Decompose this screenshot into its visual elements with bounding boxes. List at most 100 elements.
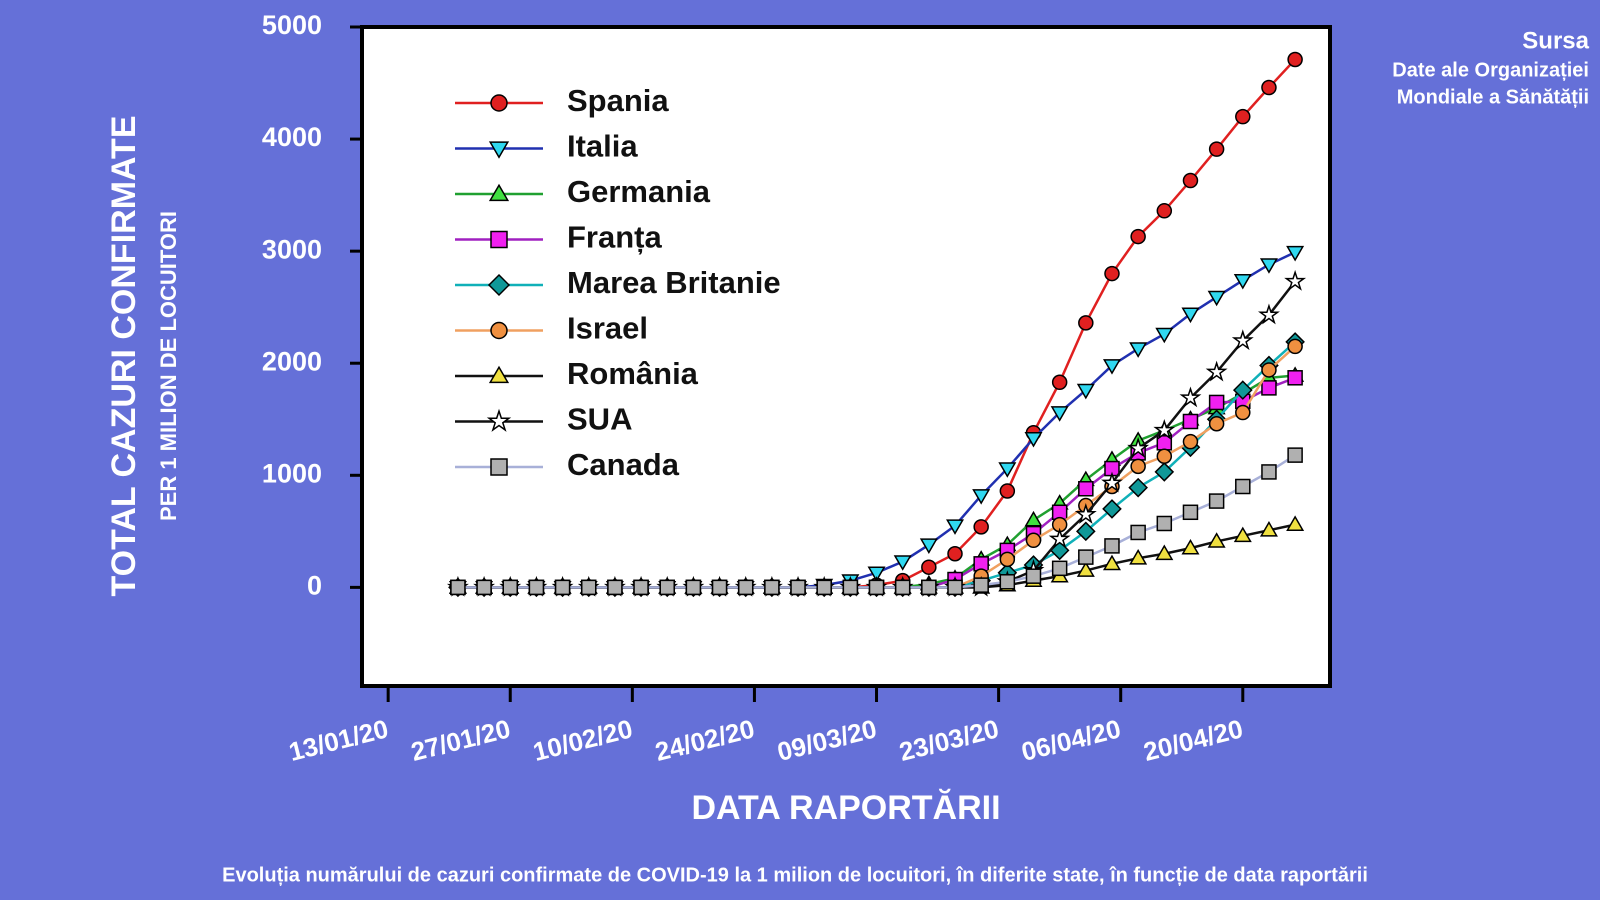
marker [1287, 370, 1303, 386]
marker [893, 555, 912, 571]
marker [487, 273, 511, 297]
marker [1130, 524, 1146, 541]
marker [1261, 79, 1277, 96]
marker [1233, 526, 1252, 543]
legend-label: Canada [567, 447, 680, 482]
marker [1025, 568, 1042, 584]
marker [1155, 544, 1174, 561]
legend-item: Spania [455, 83, 669, 118]
marker [1102, 554, 1121, 571]
marker [1078, 315, 1094, 331]
marker [999, 483, 1016, 499]
marker [1153, 418, 1176, 440]
source-line: Mondiale a Sănătății [1397, 86, 1589, 108]
marker [1102, 359, 1121, 375]
marker [1024, 510, 1043, 527]
marker [1261, 362, 1277, 378]
marker [947, 546, 963, 562]
legend-item: Franța [455, 220, 663, 255]
marker [1208, 141, 1225, 157]
legend-item: Marea Britanie [455, 265, 781, 300]
marker [1156, 515, 1173, 532]
legend-label: Italia [567, 129, 638, 164]
marker [973, 577, 989, 593]
marker [633, 579, 649, 596]
legend-label: Franța [567, 220, 663, 255]
marker [1208, 415, 1225, 432]
marker [490, 230, 508, 249]
marker [1048, 527, 1071, 549]
y-tick-label: 4000 [262, 122, 322, 152]
marker [1051, 560, 1068, 577]
legend-label: Marea Britanie [567, 265, 781, 300]
marker [1025, 532, 1042, 549]
marker [764, 579, 780, 596]
marker [919, 538, 938, 554]
marker [1076, 521, 1096, 542]
marker [921, 579, 937, 596]
legend-item: Israel [455, 311, 648, 346]
source-line: Date ale Organizației [1392, 59, 1589, 81]
marker [972, 489, 991, 505]
marker [1076, 561, 1095, 577]
marker [450, 579, 466, 596]
marker [476, 579, 492, 596]
marker [1130, 228, 1146, 245]
marker [790, 579, 806, 596]
marker [1155, 327, 1174, 344]
marker [488, 141, 510, 159]
marker [1130, 458, 1146, 475]
marker [1156, 448, 1173, 464]
y-tick-label: 2000 [262, 346, 322, 376]
marker [1182, 172, 1199, 189]
legend-label: România [567, 356, 699, 391]
marker [1207, 290, 1226, 307]
x-tick-label: 13/01/20 [286, 713, 391, 767]
marker [490, 321, 508, 340]
marker [1235, 478, 1251, 495]
legend-label: Spania [567, 83, 669, 118]
y-axis-title: TOTAL CAZURI CONFIRMATE [105, 116, 143, 597]
marker [488, 183, 510, 202]
marker [1024, 431, 1043, 448]
marker [685, 579, 702, 596]
legend-label: Israel [567, 311, 648, 346]
marker [1181, 538, 1200, 555]
marker [1179, 386, 1202, 408]
marker [1284, 269, 1307, 291]
marker [1286, 245, 1305, 262]
marker [1127, 436, 1150, 458]
legend-item: Germania [455, 174, 711, 209]
marker [1078, 480, 1094, 497]
marker [1261, 380, 1277, 396]
marker [1231, 329, 1254, 351]
marker [894, 579, 911, 596]
series [450, 447, 1303, 596]
marker [842, 579, 859, 596]
marker [867, 566, 886, 583]
x-axis-title: DATA RAPORTĂRII [691, 789, 1000, 827]
marker [1101, 471, 1123, 493]
marker [973, 519, 989, 535]
marker [1233, 273, 1252, 290]
marker [1129, 549, 1148, 565]
legend-item: Italia [455, 129, 638, 164]
marker [490, 94, 508, 112]
marker [1287, 51, 1303, 68]
marker [999, 574, 1016, 590]
caption: Evoluția numărului de cazuri confirmate … [222, 864, 1368, 886]
marker [1232, 380, 1253, 400]
marker [528, 579, 545, 596]
marker [1182, 504, 1199, 521]
marker [1182, 413, 1199, 430]
marker [1050, 406, 1069, 422]
marker [1287, 447, 1303, 463]
marker [947, 579, 963, 596]
marker [1286, 515, 1305, 531]
marker [1259, 521, 1278, 537]
marker [1261, 464, 1277, 480]
marker [946, 519, 965, 535]
y-tick-label: 3000 [262, 234, 322, 264]
